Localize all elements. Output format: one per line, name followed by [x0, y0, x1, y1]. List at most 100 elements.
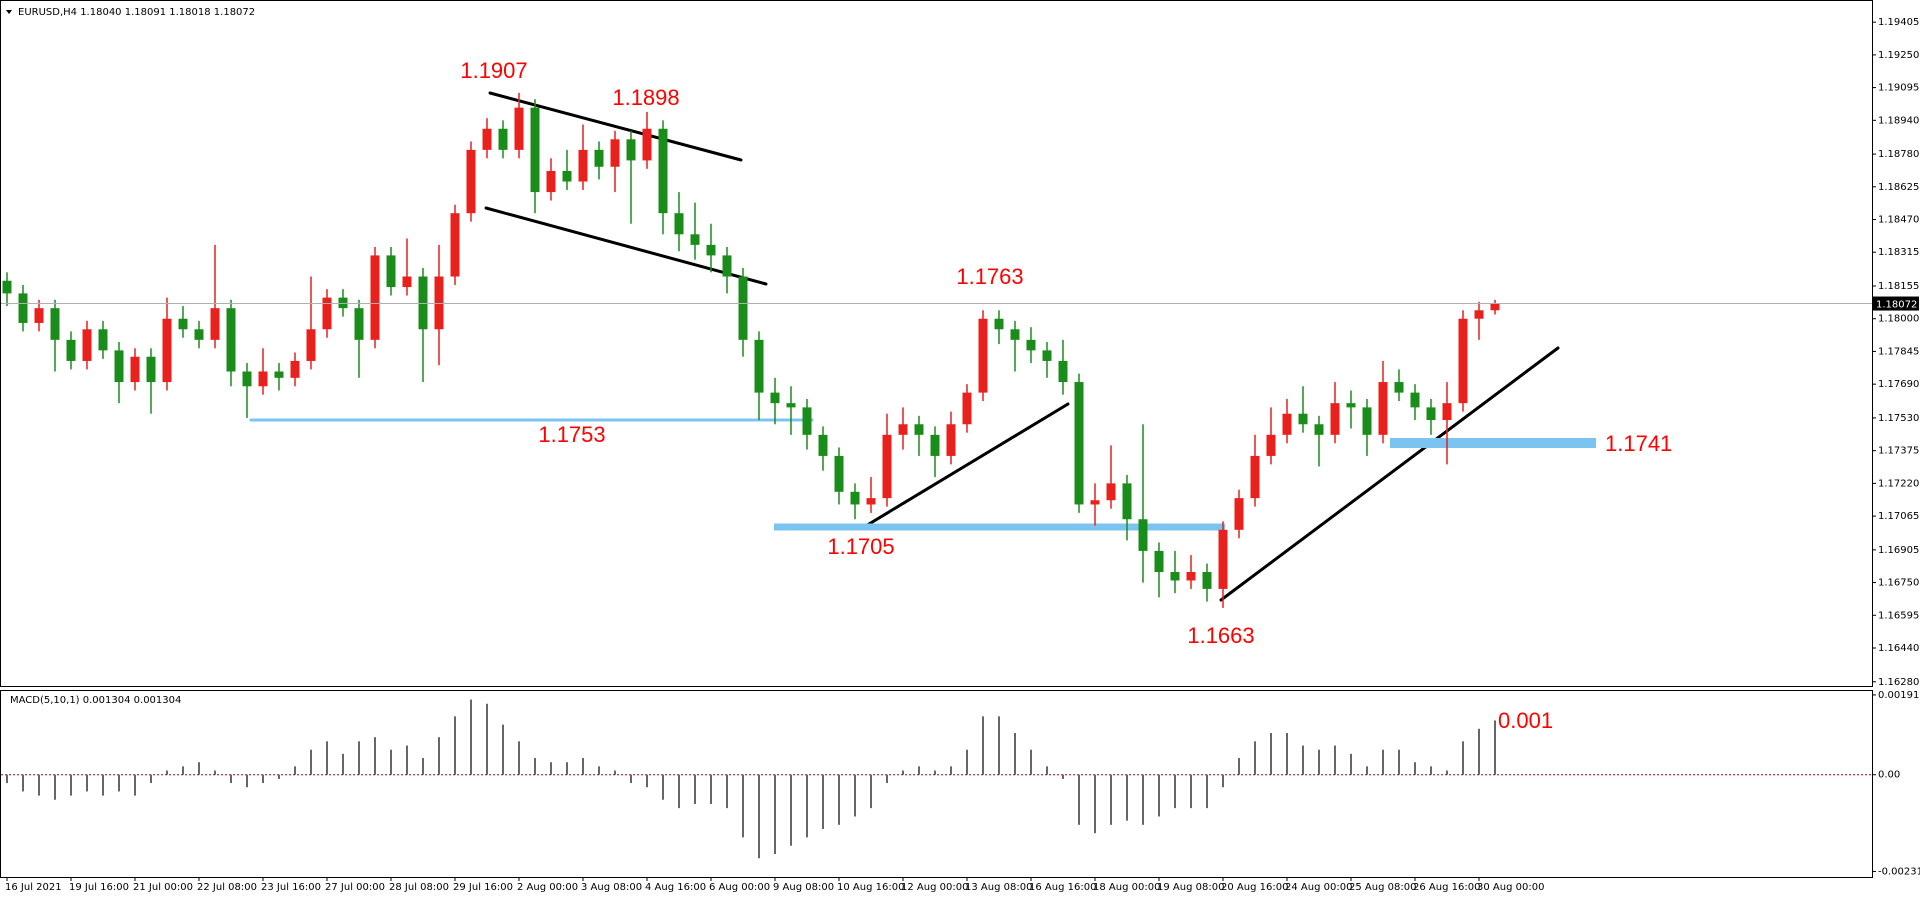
x-tick-label: 22 Jul 08:00 — [197, 882, 257, 893]
candle-body — [1010, 329, 1020, 340]
annotation: 1.1898 — [612, 85, 679, 110]
candle-body — [770, 392, 780, 404]
candle-body — [386, 255, 396, 288]
macd-panel — [0, 690, 1873, 878]
candle-body — [226, 308, 236, 372]
candle-body — [322, 297, 332, 330]
y-tick-label: 1.17065 — [1878, 511, 1919, 522]
x-tick-label: 26 Aug 16:00 — [1413, 882, 1480, 893]
candle-body — [1250, 455, 1260, 499]
candle-body — [1314, 424, 1324, 435]
x-tick-label: 13 Aug 08:00 — [965, 882, 1032, 893]
x-tick-label: 28 Jul 08:00 — [389, 882, 449, 893]
candle-body — [1474, 310, 1484, 319]
candle-body — [1074, 382, 1084, 505]
candle-body — [898, 424, 908, 435]
y-tick-label: 1.17690 — [1878, 379, 1919, 390]
candle-body — [306, 329, 316, 361]
y-tick-label: 1.16280 — [1878, 677, 1919, 688]
candle-body — [114, 350, 124, 383]
y-tick-label: 1.16750 — [1878, 578, 1919, 589]
candle-body — [530, 107, 540, 193]
candle-body — [802, 407, 812, 435]
x-tick-label: 12 Aug 00:00 — [901, 882, 968, 893]
y-tick-label: 1.16595 — [1878, 610, 1919, 621]
candle-body — [1490, 303, 1500, 311]
annotation: 0.001 — [1498, 708, 1553, 733]
x-tick-label: 18 Aug 00:00 — [1093, 882, 1160, 893]
x-tick-label: 19 Aug 08:00 — [1157, 882, 1224, 893]
candle-body — [962, 392, 972, 425]
x-tick-label: 19 Jul 16:00 — [69, 882, 129, 893]
candle-body — [754, 339, 764, 393]
x-tick-label: 4 Aug 16:00 — [645, 882, 706, 893]
x-tick-label: 3 Aug 08:00 — [581, 882, 642, 893]
candle-body — [578, 149, 588, 182]
candle-body — [818, 434, 828, 456]
candle-body — [1362, 407, 1372, 435]
y-tick-label: 1.18780 — [1878, 149, 1919, 160]
candle-body — [1170, 572, 1180, 581]
y-tick-label: 0.00 — [1878, 770, 1900, 781]
x-tick-label: 16 Jul 2021 — [5, 882, 62, 893]
candle-body — [178, 318, 188, 330]
candle-body — [290, 360, 300, 378]
current-price-box — [1873, 296, 1919, 311]
candle-body — [1442, 403, 1452, 421]
x-tick-label: 23 Jul 16:00 — [261, 882, 321, 893]
candle-body — [1202, 572, 1212, 589]
candle-body — [1282, 413, 1292, 435]
candle-body — [786, 403, 796, 408]
candle-body — [466, 149, 476, 214]
y-tick-label: -0.002317 — [1878, 866, 1920, 877]
macd-title: MACD(5,10,1) 0.001304 0.001304 — [10, 695, 181, 706]
candle-body — [562, 170, 572, 182]
candle-body — [50, 308, 60, 340]
x-tick-label: 29 Jul 16:00 — [453, 882, 513, 893]
y-tick-label: 1.18315 — [1878, 247, 1919, 258]
candle-body — [1154, 550, 1164, 573]
candle-body — [162, 318, 172, 383]
candle-body — [722, 255, 732, 277]
candle-body — [914, 424, 924, 435]
candle-body — [1394, 382, 1404, 393]
candle-body — [146, 356, 156, 383]
x-tick-label: 21 Jul 00:00 — [133, 882, 193, 893]
candle-body — [1186, 572, 1196, 581]
candle-body — [626, 139, 636, 161]
y-tick-label: 1.17220 — [1878, 478, 1919, 489]
y-tick-label: 1.16905 — [1878, 545, 1919, 556]
candle-body — [402, 276, 412, 288]
candle-body — [370, 255, 380, 340]
candle-body — [82, 329, 92, 361]
candle-body — [994, 318, 1004, 330]
candle-body — [66, 339, 76, 361]
annotation: 1.1705 — [827, 534, 894, 559]
candle-body — [354, 308, 364, 340]
candle-body — [1234, 498, 1244, 530]
x-tick-label: 6 Aug 00:00 — [709, 882, 770, 893]
candle-body — [642, 128, 652, 161]
annotation: 1.1753 — [538, 422, 605, 447]
y-tick-label: 1.18000 — [1878, 314, 1919, 325]
y-tick-label: 1.16440 — [1878, 643, 1919, 654]
candle-body — [210, 308, 220, 340]
candle-body — [2, 280, 12, 294]
candle-body — [1058, 360, 1068, 383]
candle-body — [658, 128, 668, 214]
trend-line — [862, 402, 1070, 529]
chart-title: EURUSD,H4 1.18040 1.18091 1.18018 1.1807… — [18, 7, 255, 18]
candle-body — [1378, 382, 1388, 435]
candle-body — [882, 434, 892, 499]
candle-body — [834, 455, 844, 492]
candle-body — [1346, 403, 1356, 408]
y-tick-label: 1.18625 — [1878, 182, 1919, 193]
trend-line — [1219, 346, 1560, 602]
annotation: 1.1907 — [460, 58, 527, 83]
candle-body — [1410, 392, 1420, 408]
y-tick-label: 1.19095 — [1878, 83, 1919, 94]
candle-body — [1266, 434, 1276, 456]
candle-body — [866, 498, 876, 505]
candle-body — [546, 170, 556, 193]
